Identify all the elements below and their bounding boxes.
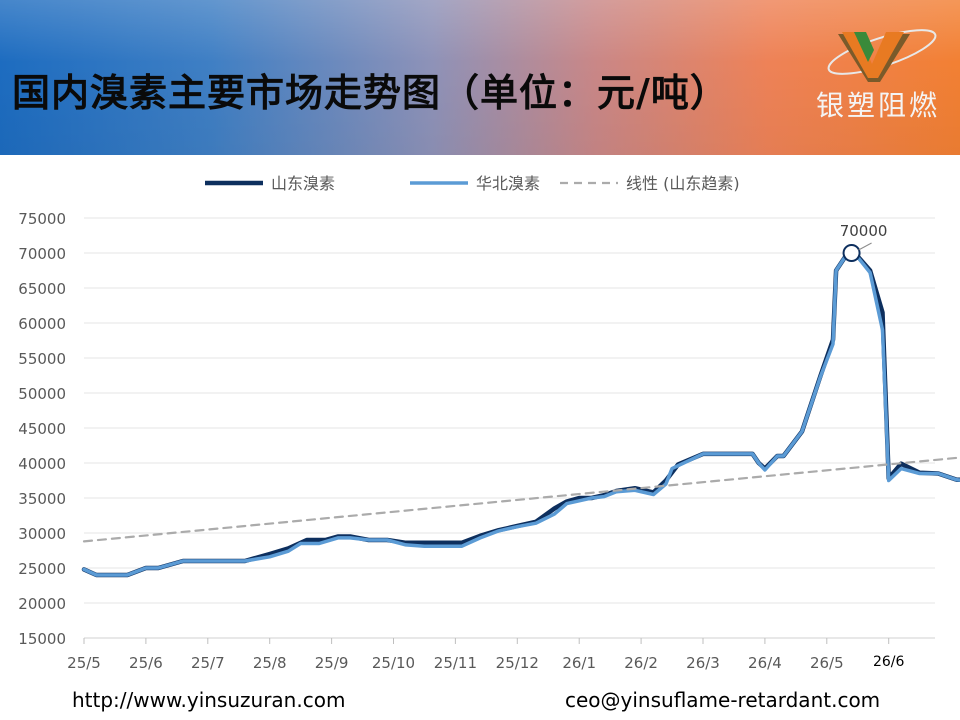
peak-annotation: 70000 (840, 222, 888, 262)
x-tick-label: 26/4 (748, 654, 782, 672)
logo-v-orange (842, 32, 904, 78)
banner-sheen (0, 0, 960, 155)
series-lines (81, 250, 960, 578)
series-line-2 (82, 456, 960, 543)
title-banner: 国内溴素主要市场走势图（单位：元/吨） 银塑阻燃 (0, 0, 960, 155)
x-tick-label: 25/9 (315, 654, 349, 672)
website-link[interactable]: http://www.yinsuzuran.com (72, 688, 346, 712)
company-logo (827, 29, 937, 82)
peak-leader-line (858, 242, 872, 251)
y-tick-label: 40000 (18, 455, 66, 473)
y-tick-label: 65000 (18, 280, 66, 298)
y-tick-label: 70000 (18, 245, 66, 263)
y-tick-label: 20000 (18, 595, 66, 613)
x-tick-label: 26/1 (562, 654, 596, 672)
x-tick-label: 26/2 (624, 654, 658, 672)
x-tick-label: 25/8 (253, 654, 287, 672)
y-tick-label: 25000 (18, 560, 66, 578)
logo-text: 银塑阻燃 (816, 89, 941, 122)
slide-title: 国内溴素主要市场走势图（单位：元/吨） (12, 71, 729, 115)
y-tick-label: 45000 (18, 420, 66, 438)
y-tick-label: 55000 (18, 350, 66, 368)
x-tick-label: 25/7 (191, 654, 225, 672)
peak-marker (842, 244, 861, 262)
legend-label: 线性 (山东趋素) (626, 174, 740, 193)
x-axis-ticks: 25/5 25/6 25/7 25/8 25/9 25/10 25/11 25/12 26/1 2… (67, 638, 905, 672)
legend-label: 华北溴素 (476, 174, 540, 193)
y-tick-label: 30000 (18, 525, 66, 543)
x-tick-label: 25/10 (372, 654, 415, 672)
price-chart: 15000 20000 25000 30000 35000 40000 45000 50000… (18, 174, 960, 672)
logo-v-green (854, 32, 874, 62)
y-axis-ticks: 15000 20000 25000 30000 35000 40000 45000 50000… (18, 210, 66, 648)
x-tick-label: 25/11 (434, 654, 477, 672)
legend-label: 山东溴素 (271, 174, 335, 193)
y-tick-label: 50000 (18, 385, 66, 403)
x-tick-label: 25/6 (129, 654, 163, 672)
legend: 山东溴素 华北溴素 线性 (山东趋素) (205, 174, 740, 193)
y-tick-label: 75000 (18, 210, 66, 228)
y-tick-label: 35000 (18, 490, 66, 508)
x-tick-label: 25/5 (67, 654, 101, 672)
x-tick-label: 26/6 (873, 654, 905, 670)
email-link[interactable]: ceo@yinsuflame-retardant.com (565, 688, 881, 712)
y-tick-label: 60000 (18, 315, 66, 333)
x-tick-label: 25/12 (496, 654, 539, 672)
grid-lines (84, 217, 935, 639)
series-line-1 (82, 251, 960, 577)
x-tick-label: 26/3 (686, 654, 720, 672)
peak-label: 70000 (840, 222, 888, 240)
y-tick-label: 15000 (18, 630, 66, 648)
chart-area: 15000 20000 25000 30000 35000 40000 45000 50000… (0, 158, 960, 678)
x-tick-label: 26/5 (810, 654, 844, 672)
